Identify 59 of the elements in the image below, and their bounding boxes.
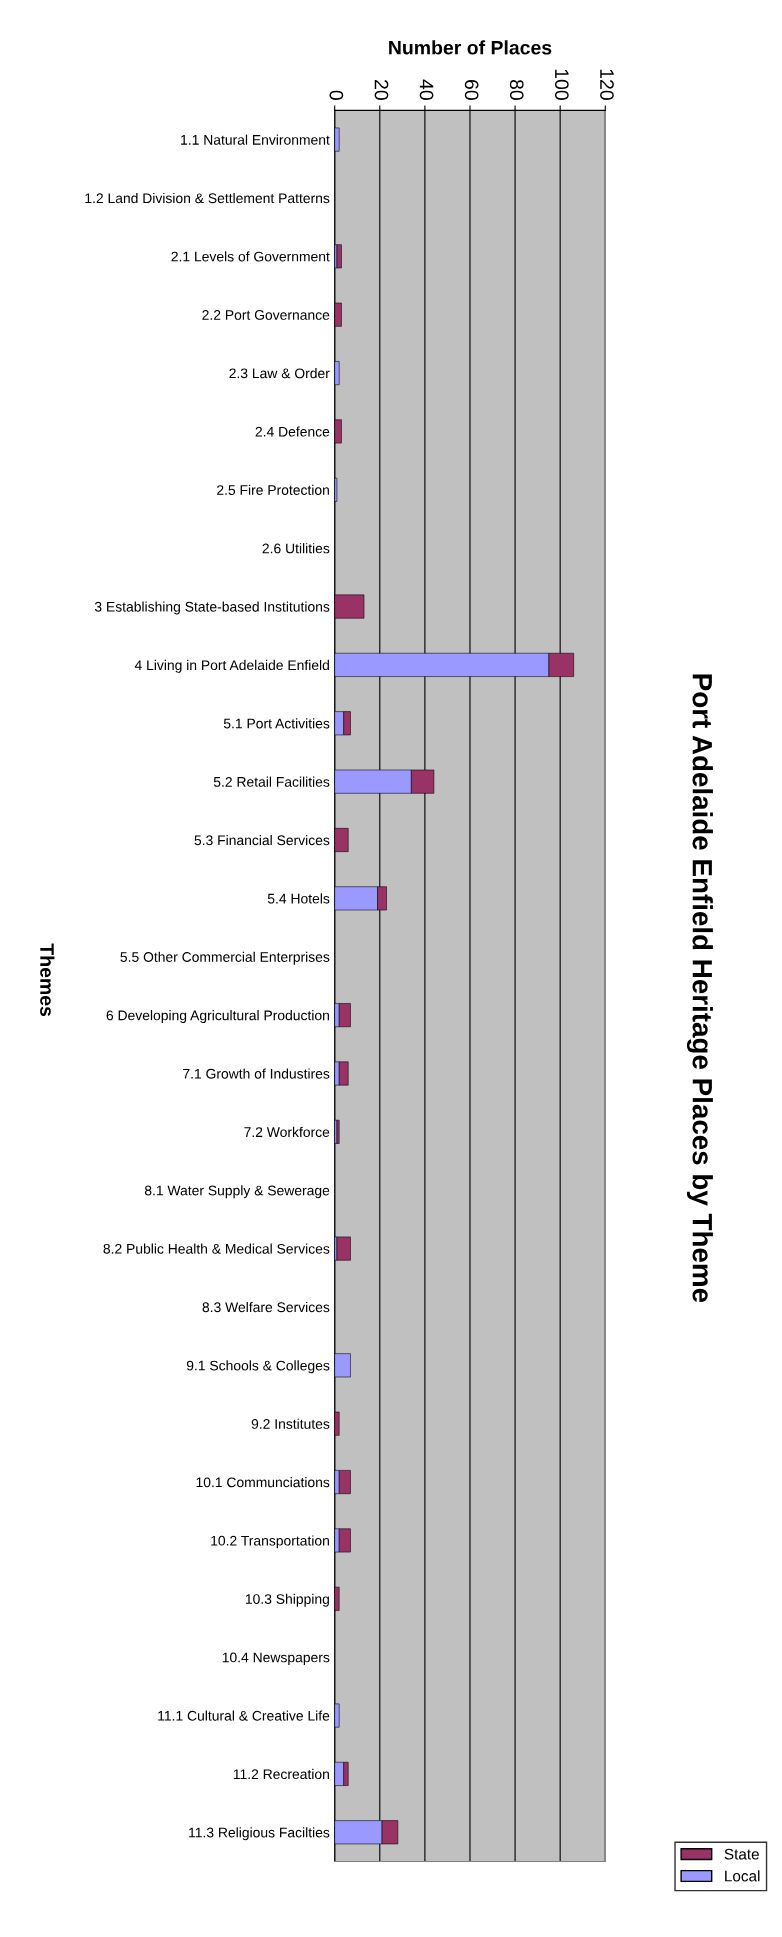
- y-tick-label: 10.3 Shipping: [245, 1593, 329, 1607]
- y-tick-label: 10.1 Communciations: [196, 1477, 330, 1488]
- y-tick-label: 6 Developing Agricultural Production: [106, 1010, 329, 1024]
- bar: [334, 594, 365, 619]
- y-tick-label: 11.3 Religious Facilties: [189, 1827, 330, 1841]
- bar: [338, 1061, 349, 1086]
- bar: [334, 302, 342, 327]
- y-tick-label: 7.1 Growth of Industires: [183, 1068, 330, 1079]
- y-tick-label: 1.1 Natural Environment: [181, 134, 330, 145]
- bar: [334, 477, 338, 502]
- bar: [334, 828, 349, 852]
- y-tick-label: 9.2 Institutes: [251, 1418, 330, 1429]
- y-tick-label: 8.3 Welfare Services: [202, 1301, 330, 1313]
- x-tick-label: 80: [509, 79, 524, 100]
- y-tick-label: 2.4 Defence: [255, 426, 330, 437]
- y-tick-label: 11.1 Cultural & Creative Life: [158, 1710, 330, 1721]
- x-tick-label: 20: [374, 80, 389, 100]
- bar: [336, 244, 342, 269]
- legend-label: Local: [725, 1870, 760, 1882]
- bar: [338, 1470, 351, 1495]
- y-tick-label: 2.5 Fire Protection: [217, 484, 329, 495]
- y-tick-label: 10.2 Transportation: [211, 1535, 329, 1549]
- y-tick-label: 2.2 Port Governance: [202, 310, 330, 320]
- y-tick-label: 2.3 Law & Order: [229, 368, 330, 379]
- x-tick-label: 0: [329, 90, 344, 100]
- y-tick-label: 9.1 Schools & Colleges: [186, 1360, 330, 1374]
- y-tick-label: 5.2 Retail Facilities: [213, 776, 330, 787]
- x-tick-label: 120: [600, 69, 614, 100]
- bar: [334, 1353, 351, 1378]
- y-tick-label: 10.4 Newspapers: [222, 1652, 330, 1666]
- x-tick-label: 100: [554, 69, 569, 100]
- y-tick-label: 5.3 Financial Services: [194, 834, 330, 846]
- y-tick-label: 8.1 Water Supply & Sewerage: [144, 1185, 330, 1199]
- x-tick-label: 40: [419, 79, 434, 100]
- y-tick-label: 7.2 Workforce: [244, 1126, 330, 1138]
- bar: [334, 1703, 340, 1728]
- bar: [334, 1411, 340, 1436]
- y-tick-label: 1.2 Land Division & Settlement Patterns: [85, 192, 330, 204]
- x-axis-title: Number of Places: [389, 40, 552, 55]
- bar: [334, 419, 342, 444]
- y-tick-label: 2.1 Levels of Government: [171, 251, 330, 262]
- y-tick-label: 5.5 Other Commercial Enterprises: [120, 951, 330, 965]
- x-tick-label: 60: [464, 80, 479, 100]
- y-tick-label: 5.1 Port Activities: [223, 718, 330, 729]
- y-tick-label: 11.2 Recreation: [233, 1768, 329, 1780]
- bar: [334, 361, 340, 386]
- bar: [338, 1528, 351, 1553]
- y-axis-title: Themes: [40, 943, 55, 1017]
- y-tick-label: 2.6 Utilities: [262, 543, 330, 554]
- bar: [338, 1003, 351, 1028]
- legend-label: State: [724, 1848, 759, 1860]
- y-tick-label: 3 Establishing State-based Institutions: [94, 601, 330, 615]
- text: Port Adelaide Enfield Heritage Places by Theme: [686, 674, 713, 1303]
- y-tick-label: 8.2 Public Health & Medical Services: [103, 1243, 330, 1254]
- y-tick-label: 4 Living in Port Adelaide Enfield: [134, 659, 329, 673]
- bar: [336, 1236, 351, 1261]
- y-tick-label: 5.4 Hotels: [267, 893, 330, 904]
- bar: [334, 1586, 340, 1611]
- bar: [334, 127, 340, 152]
